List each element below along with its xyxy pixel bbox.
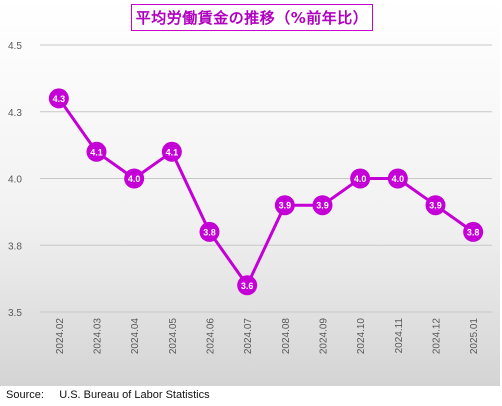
data-label: 4.1 — [90, 147, 103, 157]
data-point — [199, 221, 220, 242]
data-label: 4.1 — [166, 147, 179, 157]
data-label: 3.9 — [429, 201, 442, 211]
data-point — [124, 168, 145, 189]
data-point — [425, 195, 446, 216]
data-point — [48, 88, 69, 109]
data-label: 3.9 — [316, 201, 329, 211]
x-tick-label: 2024.07 — [243, 318, 254, 355]
data-label: 4.3 — [53, 94, 66, 104]
data-point — [161, 141, 182, 162]
x-tick-label: 2025.01 — [469, 318, 480, 355]
x-tick-label: 2024.06 — [206, 318, 217, 355]
source-text: U.S. Bureau of Labor Statistics — [59, 389, 210, 401]
data-label: 4.0 — [392, 174, 405, 184]
chart-area: 3.5 3.8 4.0 4.3 4.5 2024.02 2024.03 2024.04 2024… — [0, 0, 500, 386]
x-tick-label: 2024.08 — [281, 318, 292, 355]
y-tick-label: 4.5 — [8, 41, 22, 52]
data-point — [274, 195, 295, 216]
x-tick-label: 2024.09 — [319, 318, 330, 355]
x-tick-label: 2024.12 — [432, 318, 443, 355]
chart-title: 平均労働賃金の推移（%前年比） — [131, 4, 373, 31]
data-label: 3.8 — [467, 227, 480, 237]
data-point — [387, 168, 408, 189]
data-point — [237, 275, 258, 296]
data-point — [312, 195, 333, 216]
line-chart: 3.5 3.8 4.0 4.3 4.5 2024.02 2024.03 2024.04 2024… — [8, 41, 492, 355]
data-point — [86, 141, 107, 162]
data-label: 4.0 — [128, 174, 141, 184]
source-label: Source: — [6, 389, 44, 401]
x-tick-label: 2024.11 — [394, 318, 405, 354]
data-label: 3.9 — [279, 201, 292, 211]
x-tick-label: 2024.05 — [168, 318, 179, 355]
data-point — [350, 168, 371, 189]
series-line — [57, 97, 475, 287]
y-tick-label: 3.8 — [8, 241, 22, 252]
y-tick-label: 3.5 — [8, 308, 22, 319]
y-tick-label: 4.3 — [8, 108, 22, 119]
data-point — [463, 221, 484, 242]
data-label: 3.6 — [241, 281, 254, 291]
x-tick-label: 2024.02 — [55, 318, 66, 355]
data-label: 4.0 — [354, 174, 367, 184]
x-tick-label: 2024.03 — [93, 318, 104, 355]
source-note: Source: U.S. Bureau of Labor Statistics — [6, 389, 210, 401]
x-tick-label: 2024.04 — [130, 318, 141, 355]
data-label: 3.8 — [203, 227, 216, 237]
y-tick-label: 4.0 — [8, 175, 22, 186]
x-tick-label: 2024.10 — [356, 318, 367, 355]
